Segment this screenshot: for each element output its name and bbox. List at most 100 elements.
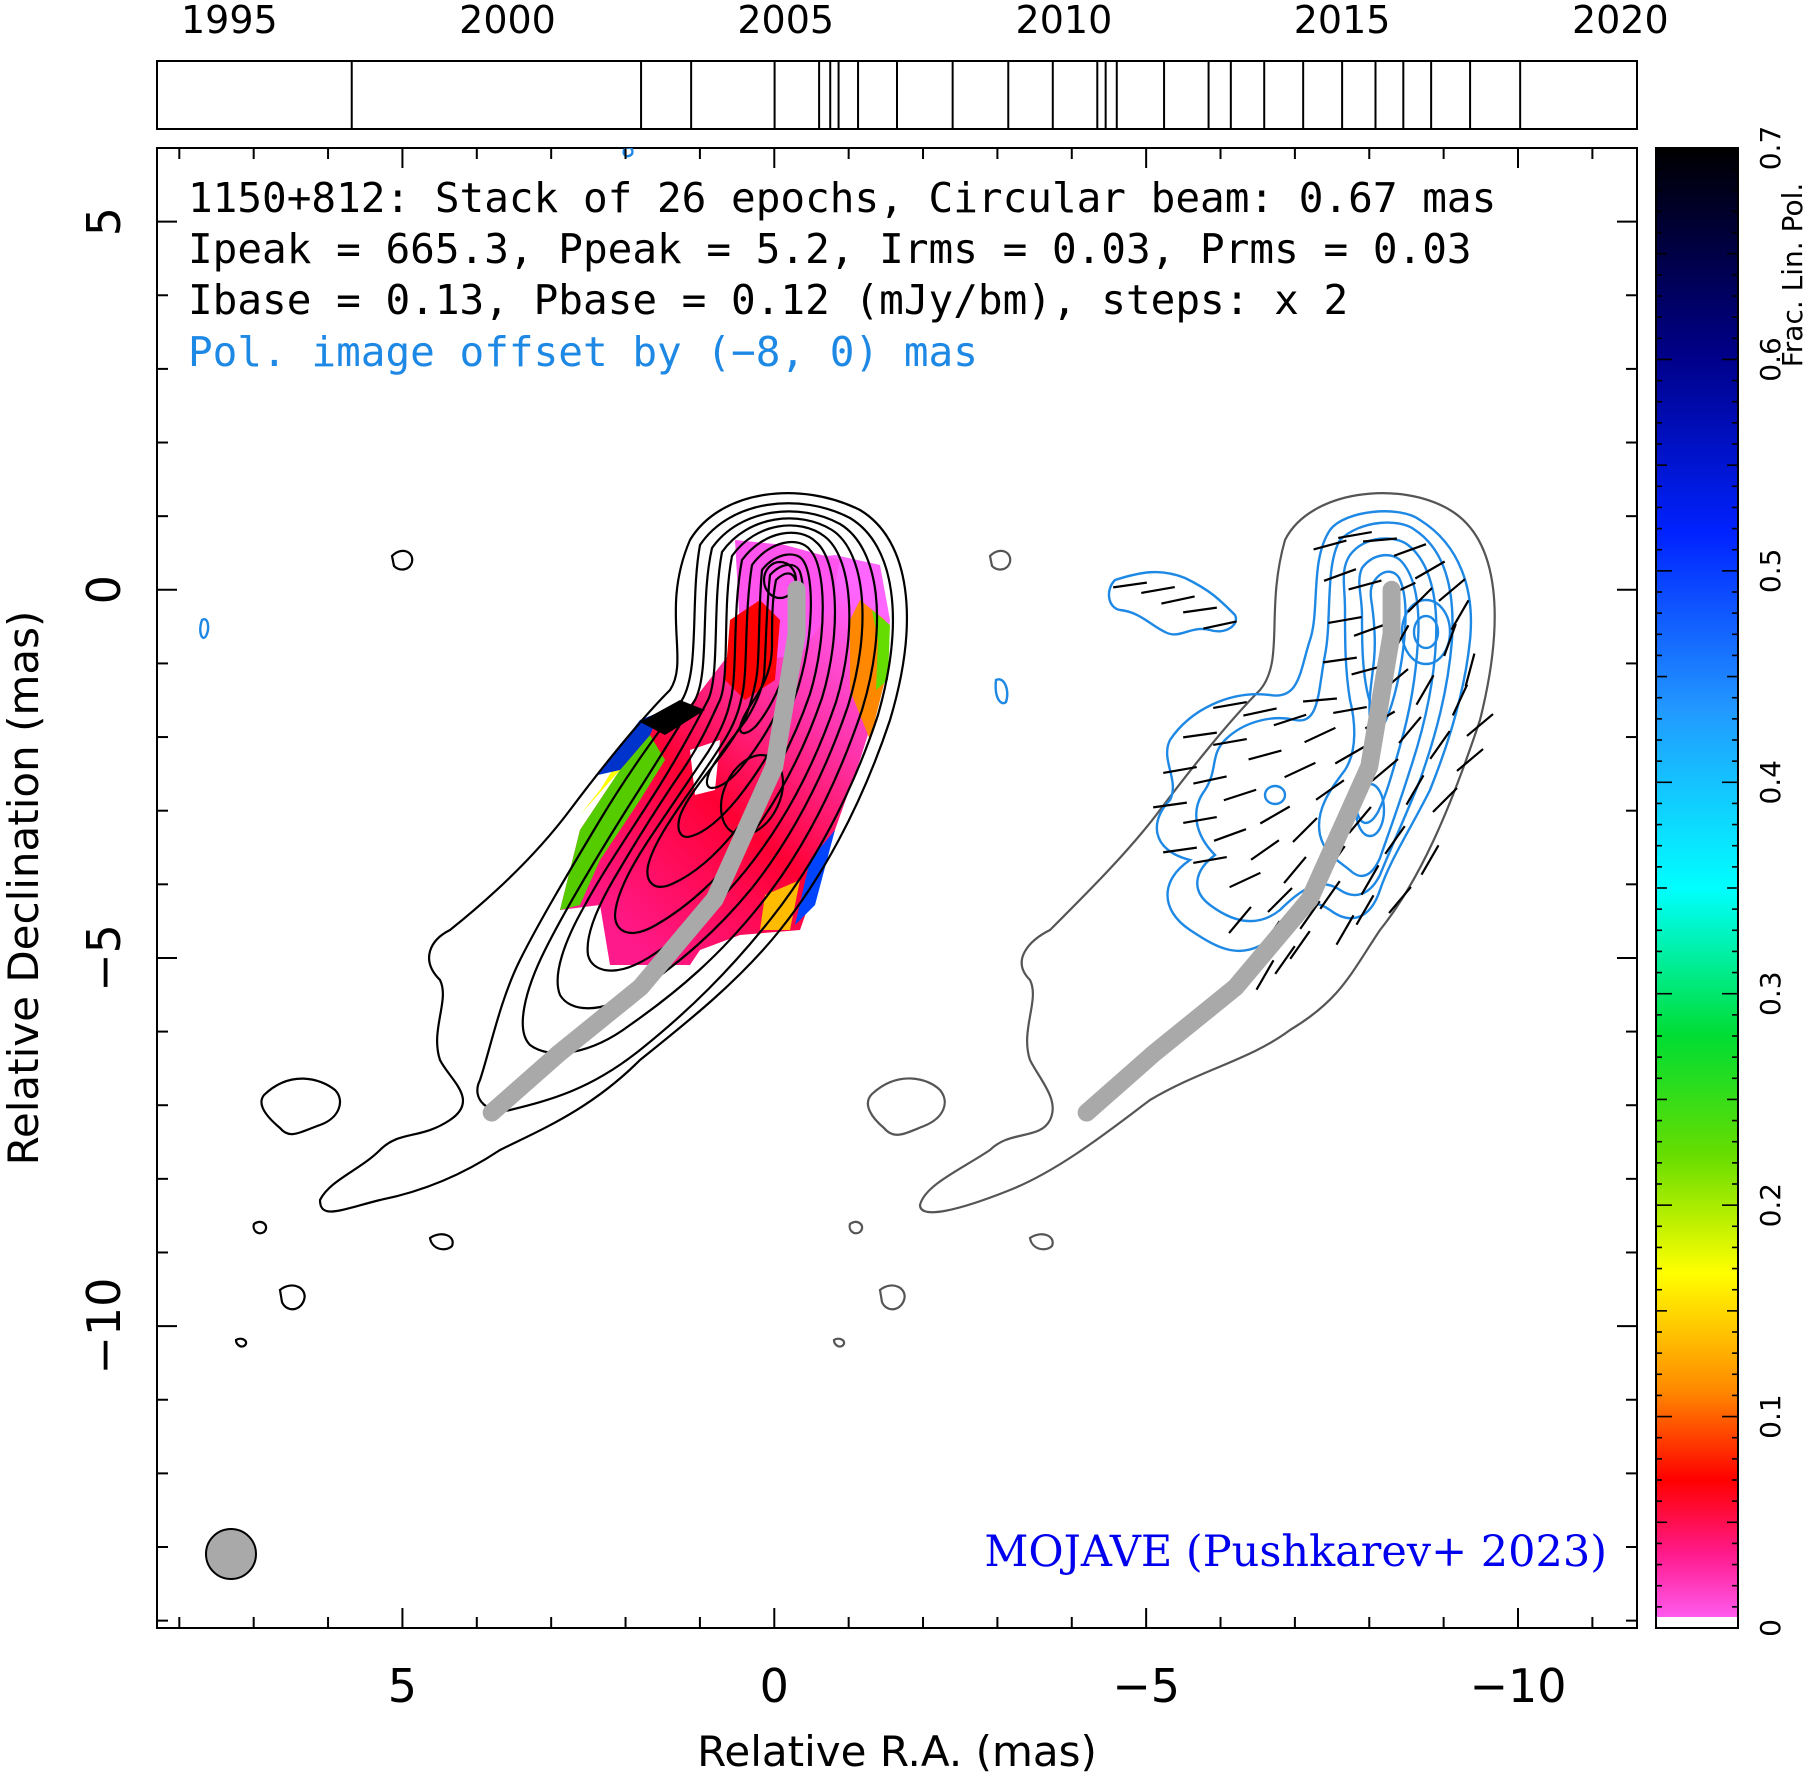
evpa-tick [1420,844,1440,876]
evpa-tick [1348,806,1372,834]
evpa-tick [1450,599,1470,631]
evpa-tick [1348,579,1382,591]
ridge-line-right [1077,580,1401,1122]
evpa-tick [1315,779,1345,801]
evpa-tick [1384,825,1406,855]
evpa-tick [1362,537,1398,543]
colorbar-tick-label: 0.6 [1754,337,1787,382]
evpa-tick [1203,620,1237,630]
evpa-tick [1243,707,1277,717]
plot-area: 5 0 −5 −10 5 0 −5 −10 [77,147,1638,1713]
evpa-tick [1328,615,1362,625]
epoch-tick-label: 2015 [1294,0,1391,42]
evpa-tick [1443,623,1457,657]
evpa-tick [1255,959,1275,991]
colorbar-tick-label: 0.7 [1754,126,1787,171]
colorbar-tick-label: 0.5 [1754,549,1787,594]
ridge-line-left [482,580,806,1122]
colorbar-tick-label: 0.1 [1754,1394,1787,1439]
evpa-tick [1414,560,1446,580]
colorbar: 0 0.1 0.2 0.3 0.4 0.5 0.6 0.7 Frac. Lin. Pol. [1655,126,1809,1637]
evpa-tick [1299,900,1321,930]
colorbar-title: Frac. Lin. Pol. [1776,183,1809,368]
evpa-tick [1250,839,1280,861]
evpa-tick [1415,674,1435,706]
evpa-tick [1432,787,1458,813]
epoch-tick-label: 2005 [737,0,834,42]
evpa-tick [1141,585,1175,595]
evpa-tick [1398,716,1422,744]
x-tick-label: 5 [388,1659,417,1713]
annotation-line-3: Ibase = 0.13, Pbase = 0.12 (mJy/bm), ste… [188,276,1348,324]
evpa-ticks [1113,530,1494,991]
epoch-tick-label: 2000 [459,0,556,42]
evpa-tick [1213,700,1247,710]
polarized-intensity-contours [199,148,1473,953]
evpa-tick [1333,705,1367,715]
evpa-tick [1283,856,1307,884]
evpa-tick [1163,765,1197,775]
colorbar-tick-label: 0 [1754,1619,1787,1637]
evpa-tick [1429,730,1451,760]
evpa-tick [1267,887,1293,913]
beam-circle [205,1528,257,1580]
evpa-tick [1338,530,1372,540]
y-tick-label: 0 [77,575,131,604]
y-tick-label: −10 [77,1278,131,1375]
evpa-tick [1323,568,1357,582]
evpa-tick [1248,749,1282,761]
x-axis-title: Relative R.A. (mas) [697,1727,1097,1776]
credit-label: MOJAVE (Pushkarev+ 2023) [984,1527,1607,1577]
y-axis-title: Relative Declination (mas) [0,611,48,1166]
evpa-tick [1163,846,1197,854]
evpa-tick [1466,713,1494,737]
evpa-tick [1213,737,1247,747]
evpa-tick [1371,758,1399,782]
annotation-line-2: Ipeak = 665.3, Ppeak = 5.2, Irms = 0.03,… [188,225,1472,273]
evpa-tick [1335,914,1355,946]
plot-frame [156,147,1638,1629]
offset-note: Pol. image offset by (−8, 0) mas [188,328,978,376]
evpa-tick [1289,930,1311,960]
evpa-tick [1273,713,1307,727]
x-tick-label: −5 [1112,1659,1180,1713]
evpa-tick [1313,539,1347,551]
evpa-tick [1223,788,1257,802]
pol-image-total-intensity-outline [918,492,1496,1214]
evpa-tick [1304,726,1336,744]
polarized-intensity-image [199,148,1496,1348]
evpa-tick [1183,731,1217,739]
colorbar-ramp [1655,147,1739,1629]
evpa-tick [1259,805,1291,825]
y-tick-label: 5 [77,207,131,236]
evpa-tick [1292,817,1318,843]
evpa-tick [1355,894,1375,926]
colorbar-tick-label: 0.2 [1754,1183,1787,1228]
evpa-tick [1319,880,1341,910]
evpa-tick [1456,748,1484,772]
evpa-tick [1193,855,1227,865]
evpa-tick [1334,745,1366,765]
evpa-tick [1113,581,1147,589]
evpa-tick [1229,871,1261,889]
evpa-tick [1407,587,1433,613]
evpa-tick [1193,775,1227,785]
epoch-tick-label: 2010 [1016,0,1113,42]
x-tick-label: −10 [1469,1659,1566,1713]
evpa-tick [1323,656,1357,664]
evpa-tick [1161,595,1195,605]
evpa-tick [1228,906,1252,934]
epoch-timeline: 1995 2000 2005 2010 2015 2020 [156,0,1669,130]
colorbar-tick-label: 0.3 [1754,971,1787,1016]
evpa-tick [1360,864,1380,896]
evpa-tick [1393,543,1427,557]
evpa-tick [1153,801,1187,809]
evpa-tick [1274,945,1296,975]
epoch-tick-label: 1995 [181,0,278,42]
evpa-tick [1388,886,1412,914]
evpa-tick [1353,623,1387,637]
evpa-tick [1405,774,1425,806]
evpa-tick [1451,684,1469,716]
evpa-tick [1213,828,1247,842]
